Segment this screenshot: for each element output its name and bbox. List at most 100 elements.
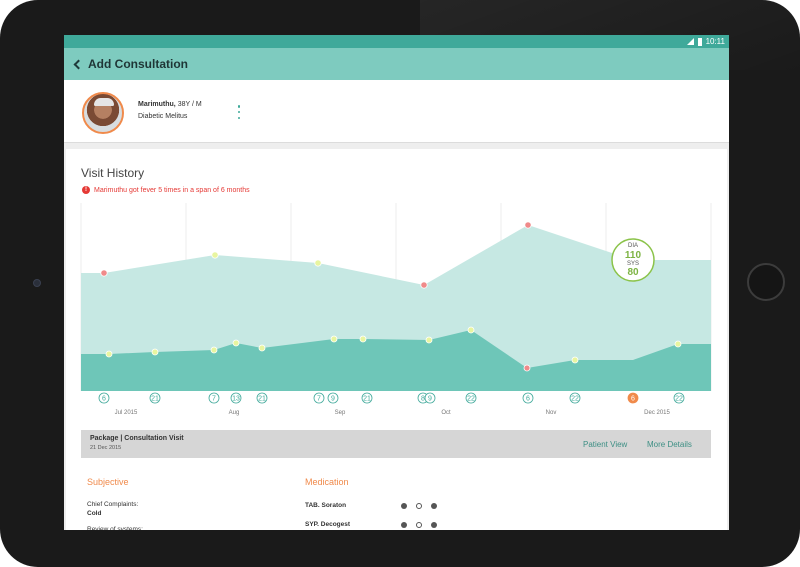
patient-card: Marimuthu, 38Y / M Diabetic Melitus	[64, 80, 729, 143]
visit-day-label: 6	[526, 396, 530, 403]
tooltip-dia-value: 110	[625, 250, 642, 261]
visit-day-circle[interactable]	[208, 392, 220, 404]
visit-day-label: 13	[232, 396, 240, 403]
sys-point[interactable]	[359, 335, 367, 343]
visit-day-circle[interactable]	[256, 392, 268, 404]
back-arrow-icon[interactable]	[64, 48, 88, 80]
visit-day-label: 21	[258, 396, 266, 403]
dose-noon-toggle[interactable]	[416, 522, 422, 528]
bp-tooltip[interactable]: DIA 110 SYS 80	[611, 238, 655, 282]
home-button[interactable]	[747, 263, 785, 301]
app-screen: 10:11 Add Consultation Marimuthu, 38Y / …	[64, 35, 729, 530]
sys-point[interactable]	[571, 356, 579, 364]
sys-point[interactable]	[232, 339, 240, 347]
bp-tooltip-bubble	[611, 238, 655, 282]
month-label: Jul 2015	[115, 410, 138, 416]
visit-history-title: Visit History	[81, 166, 145, 180]
tooltip-sys-value: 80	[627, 267, 639, 278]
app-bar: Add Consultation	[64, 48, 729, 80]
camera-icon	[33, 279, 41, 287]
chief-complaints-label: Chief Complaints:	[87, 501, 139, 508]
visit-day-circle[interactable]	[230, 392, 242, 404]
fever-alert: ! Marimuthu got fever 5 times in a span …	[82, 186, 250, 194]
visit-day-circle[interactable]	[149, 392, 161, 404]
patient-name: Marimuthu,	[138, 101, 176, 108]
visit-history-chart: DIA 110 SYS 80 6 21 7 13 21	[80, 203, 712, 416]
visit-day-label-selected: 6	[631, 396, 635, 403]
more-options-icon[interactable]	[236, 105, 242, 119]
visit-day-circle[interactable]	[673, 392, 685, 404]
dose-noon-toggle[interactable]	[416, 503, 422, 509]
visit-day-circle[interactable]	[327, 392, 339, 404]
review-of-systems-label: Review of systems:	[87, 526, 143, 530]
status-time: 10:11	[705, 37, 725, 46]
sys-point[interactable]	[105, 350, 113, 358]
visit-day-circle[interactable]	[361, 392, 373, 404]
patient-diagnosis: Diabetic Melitus	[138, 113, 188, 120]
visit-day-label: 8	[421, 396, 425, 403]
medication-title: Medication	[305, 477, 349, 487]
sys-point[interactable]	[210, 346, 218, 354]
tooltip-sys-label: SYS	[627, 261, 639, 267]
fever-alert-text: Marimuthu got fever 5 times in a span of…	[94, 186, 250, 194]
dose-morning-toggle[interactable]	[401, 503, 407, 509]
visit-day-label: 22	[571, 396, 579, 403]
dose-night-toggle[interactable]	[431, 522, 437, 528]
month-label: Oct	[441, 410, 451, 416]
page-title: Add Consultation	[88, 57, 188, 71]
month-label: Aug	[229, 410, 240, 416]
subjective-title: Subjective	[87, 477, 129, 487]
visit-day-circle[interactable]	[465, 392, 477, 404]
visit-day-circle-selected[interactable]	[627, 392, 639, 404]
sys-point[interactable]	[330, 335, 338, 343]
month-label: Dec 2015	[644, 410, 670, 416]
visit-day-circle[interactable]	[313, 392, 325, 404]
sys-point[interactable]	[467, 326, 475, 334]
visit-day-circle[interactable]	[522, 392, 534, 404]
visit-type: Package | Consultation Visit	[90, 435, 184, 442]
dia-points	[100, 221, 532, 289]
visit-details-bar: Package | Consultation Visit 21 Dec 2015…	[81, 430, 711, 458]
medication-name: TAB. Soraton	[305, 502, 347, 509]
month-label: Sep	[335, 410, 346, 416]
dia-point[interactable]	[314, 259, 322, 267]
sys-point[interactable]	[674, 340, 682, 348]
dia-point[interactable]	[100, 269, 108, 277]
visit-day-markers: 6 21 7 13 21 7 9 21 8	[98, 392, 685, 404]
visit-date: 21 Dec 2015	[90, 445, 122, 451]
dia-point[interactable]	[524, 221, 532, 229]
dose-night-toggle[interactable]	[431, 503, 437, 509]
visit-day-circle[interactable]	[424, 392, 436, 404]
sys-point[interactable]	[523, 364, 531, 372]
visit-day-label: 21	[151, 396, 159, 403]
month-labels: Jul 2015 Aug Sep Oct Nov Dec 2015	[115, 410, 671, 416]
sys-point[interactable]	[151, 348, 159, 356]
medication-name: SYP. Decogest	[305, 521, 351, 528]
visit-day-label: 9	[428, 396, 432, 403]
dose-schedule	[401, 503, 437, 509]
patient-name-line: Marimuthu, 38Y / M	[138, 101, 202, 108]
visit-history-card: Visit History ! Marimuthu got fever 5 ti…	[66, 149, 727, 530]
sys-point[interactable]	[425, 336, 433, 344]
dose-schedule	[401, 522, 437, 528]
more-details-link[interactable]: More Details	[647, 440, 692, 449]
patient-avatar[interactable]	[82, 92, 124, 134]
dose-morning-toggle[interactable]	[401, 522, 407, 528]
dia-point[interactable]	[420, 281, 428, 289]
sys-points	[105, 326, 682, 372]
signal-icon	[686, 38, 694, 45]
alert-icon: !	[82, 186, 90, 194]
visit-day-circle[interactable]	[98, 392, 110, 404]
visit-day-circle[interactable]	[569, 392, 581, 404]
visit-day-label: 22	[467, 396, 475, 403]
battery-icon	[697, 37, 702, 46]
dia-point[interactable]	[211, 251, 219, 259]
patient-view-link[interactable]: Patient View	[583, 440, 628, 449]
visit-day-label: 9	[331, 396, 335, 403]
status-bar: 10:11	[64, 35, 729, 48]
visit-day-label: 22	[675, 396, 683, 403]
visit-day-label: 7	[317, 396, 321, 403]
sys-point[interactable]	[258, 344, 266, 352]
visit-day-label: 6	[102, 396, 106, 403]
